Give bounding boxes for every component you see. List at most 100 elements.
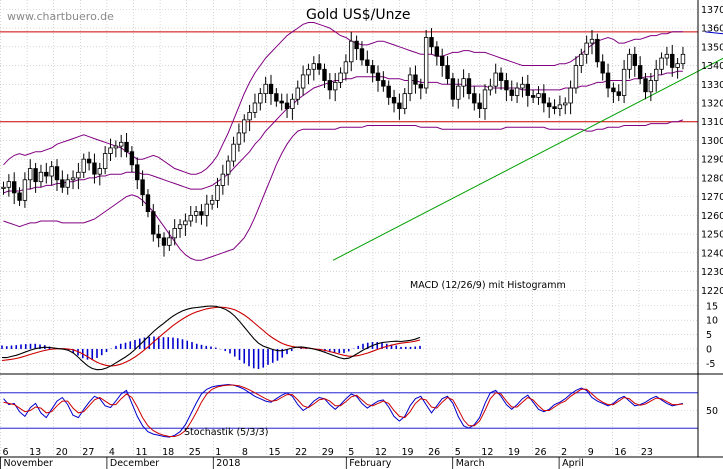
candle-body [375,72,381,81]
candle-body [33,168,38,183]
candle-body [172,228,177,239]
gridlines [0,0,698,456]
candle-body [311,63,316,70]
candle-body [664,53,670,59]
candle-body [242,119,247,134]
candle-body [675,63,680,68]
candle-body [418,83,423,89]
candle-body [520,83,525,89]
candle-body [477,102,482,110]
candle-body [498,72,504,81]
price-tick-label: 1300 [701,136,723,147]
candle-body [370,65,375,74]
candle-body [28,168,33,181]
macd-tick-label: 0 [706,344,712,355]
candle-body [274,93,279,102]
date-tick-label: 26 [428,447,440,458]
candle-body [102,153,108,169]
candle-body [70,177,76,181]
candle-body [643,78,648,93]
month-label: December [110,458,159,469]
candle-body [54,166,60,181]
candle-body [263,83,268,95]
price-axis-ticks: 1220 1230 1240 1250 1260 1270 1280 1290 1300 1310… [701,5,723,417]
month-label: February [349,458,391,469]
candle-body [349,40,354,63]
candle-body [648,80,654,93]
candle-body [621,68,627,96]
candle-body [493,72,498,87]
macd-signal-line [1,306,421,367]
candle-body [589,38,595,44]
month-label: April [562,458,584,469]
date-tick-label: 8 [242,447,248,458]
macd-tick-label: 10 [706,316,718,327]
date-tick-label: 9 [588,447,594,458]
candle-body [637,65,643,80]
date-tick-label: 5 [455,447,461,458]
candle-body [557,104,563,110]
candle-body [258,93,263,104]
date-tick-label: 12 [481,447,493,458]
candle-body [284,102,290,110]
candle-body [220,173,226,186]
bollinger-lower-line [3,119,684,261]
candle-body [76,171,81,179]
price-tick-label: 1230 [701,267,723,278]
date-tick-label: 19 [508,447,520,458]
date-tick-label: 20 [56,447,68,458]
candle-body [316,63,322,70]
candle-body [161,237,167,246]
macd-panel [1,305,421,371]
candle-body [327,80,333,91]
stochastic-panel [0,383,698,438]
candle-body [616,91,621,96]
candle-body [97,168,102,175]
candle-body [199,211,204,216]
candle-body [22,179,28,201]
candle-body [525,83,530,96]
price-tick-label: 1270 [701,192,723,203]
date-tick-label: 23 [641,447,653,458]
candle-body [482,89,488,110]
candle-body [359,48,365,61]
candle-body [670,53,675,68]
price-tick-label: 1320 [701,99,723,110]
candle-body [600,61,605,74]
trendlines [332,31,723,261]
candle-body [6,181,12,188]
candle-body [343,61,349,74]
candle-body [391,96,397,104]
stochastic-tick-label: 50 [706,406,718,417]
candle-body [247,111,252,121]
price-tick-label: 1290 [701,155,723,166]
date-tick-label: 13 [29,447,41,458]
candle-body [81,158,86,173]
month-label: March [456,458,485,469]
candle-body [536,93,541,98]
candle-body [397,102,402,110]
candle-body [434,46,440,57]
candle-body [177,224,183,229]
candle-body [659,57,664,70]
candle-body [568,87,573,104]
date-tick-label: 12 [375,447,387,458]
candle-body [1,186,6,189]
candle-body [584,42,589,55]
candle-body [461,78,466,87]
candle-body [514,87,520,96]
candle-body [595,38,600,63]
candle-body [188,214,193,222]
candle-body [11,181,17,194]
date-tick-label: 26 [535,447,547,458]
candle-body [145,194,151,213]
candle-body [504,80,509,91]
stochastic-label: Stochastik (5/3/3) [184,427,268,438]
candle-body [209,199,215,205]
candle-body [509,89,514,96]
candle-body [466,78,472,95]
candle-body [423,37,429,89]
date-tick-label: 15 [269,447,281,458]
candle-body [65,179,70,188]
